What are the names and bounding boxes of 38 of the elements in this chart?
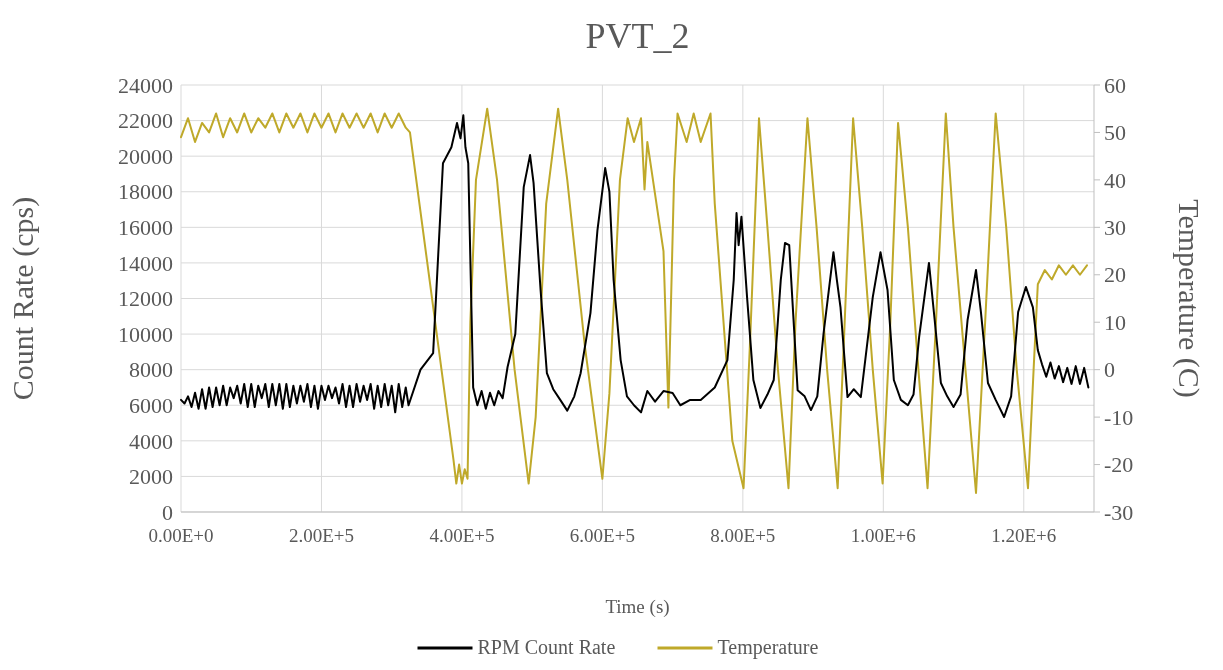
x-tick-label: 6.00E+5 — [569, 525, 635, 546]
x-tick-label: 2.00E+5 — [288, 525, 354, 546]
y-tick-label: 14000 — [118, 250, 173, 276]
y2-tick-label: 60 — [1104, 72, 1126, 98]
y2-tick-label: -10 — [1104, 404, 1134, 430]
y-tick-label: 0 — [162, 499, 173, 525]
x-tick-label: 0.00E+0 — [148, 525, 214, 546]
y2-tick-label: -20 — [1104, 452, 1134, 478]
y2-tick-label: -30 — [1104, 499, 1134, 525]
x-axis-title: Time (s) — [605, 596, 670, 618]
line-series — [180, 114, 1090, 418]
y-tick-label: 2000 — [129, 464, 173, 490]
y2-tick-label: 40 — [1104, 167, 1126, 193]
y-tick-label: 4000 — [129, 428, 173, 454]
y2-tick-label: 20 — [1104, 262, 1126, 288]
x-tick-label: 8.00E+5 — [710, 525, 776, 546]
x-tick-label: 1.00E+6 — [850, 525, 916, 546]
legend-label: Temperature — [717, 636, 819, 659]
y2-axis-title: Temperature (C) — [1172, 199, 1206, 398]
y-tick-label: 24000 — [118, 72, 173, 98]
y-tick-label: 8000 — [129, 357, 173, 383]
y-tick-label: 10000 — [118, 321, 173, 347]
y-axis-title: Count Rate (cps) — [6, 196, 40, 401]
x-tick-label: 1.20E+6 — [991, 525, 1057, 546]
y-tick-label: 12000 — [118, 286, 173, 312]
y2-tick-label: 0 — [1104, 357, 1115, 383]
legend-label: RPM Count Rate — [477, 636, 616, 658]
y-tick-label: 6000 — [129, 392, 173, 418]
x-tick-label: 4.00E+5 — [429, 525, 495, 546]
y-tick-label: 22000 — [118, 108, 173, 134]
y-tick-label: 18000 — [118, 179, 173, 205]
y-tick-label: 16000 — [118, 215, 173, 241]
y2-tick-label: 50 — [1104, 120, 1126, 146]
y-tick-label: 20000 — [118, 143, 173, 169]
line-series — [180, 107, 1088, 495]
chart-title: PVT_2 — [585, 16, 690, 56]
y2-tick-label: 30 — [1104, 215, 1126, 241]
y2-tick-label: 10 — [1104, 309, 1126, 335]
